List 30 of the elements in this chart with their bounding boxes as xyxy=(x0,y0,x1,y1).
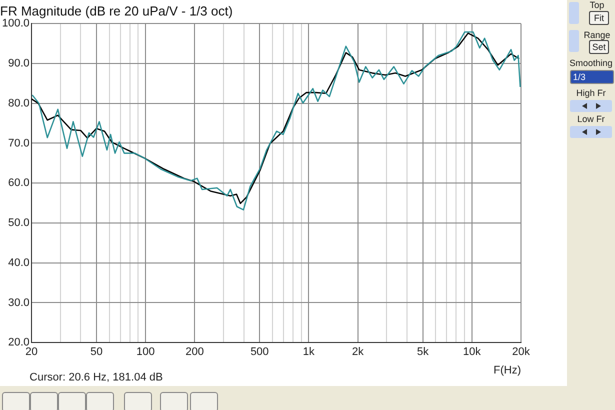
y-tick-label: 80.0 xyxy=(8,97,30,110)
y-tick-label: 50.0 xyxy=(8,217,30,230)
x-tick-label: 2k xyxy=(352,346,364,358)
text: Fit xyxy=(589,11,609,25)
text: Set xyxy=(589,40,609,54)
x-tick-label: 100 xyxy=(136,346,155,358)
x-tick-label: 1k xyxy=(302,346,316,358)
x-tick-label: 200 xyxy=(186,346,204,358)
y-tick-label: 40.0 xyxy=(8,256,30,269)
x-tick-label: 5k xyxy=(416,346,430,358)
y-tick-label: 30.0 xyxy=(8,296,30,309)
x-tick-label: 10k xyxy=(463,346,482,358)
text: Cursor: 20.6 Hz, 181.04 dB xyxy=(30,372,163,384)
text: Top xyxy=(588,0,606,10)
text: Smoothing xyxy=(568,58,614,68)
x-tick-label: 20k xyxy=(512,346,530,358)
x-tick-label: 20 xyxy=(25,346,38,358)
text: 1/3 xyxy=(570,70,614,84)
y-tick-label: 90.0 xyxy=(8,58,30,70)
x-tick-label: 500 xyxy=(250,346,269,358)
y-tick-label: 60.0 xyxy=(8,177,30,190)
text: Range xyxy=(582,30,612,40)
x-tick-label: 50 xyxy=(90,346,103,358)
y-tick-label: 100.0 xyxy=(2,18,30,30)
x-axis-title: F(Hz) xyxy=(494,364,521,376)
text: High Fr xyxy=(575,88,607,98)
text: Low Fr xyxy=(576,114,606,124)
y-tick-label: 70.0 xyxy=(8,137,30,150)
chart-title: FR Magnitude (dB re 20 uPa/V - 1/3 oct) xyxy=(0,3,233,18)
y-tick-label: 20.0 xyxy=(8,336,30,349)
